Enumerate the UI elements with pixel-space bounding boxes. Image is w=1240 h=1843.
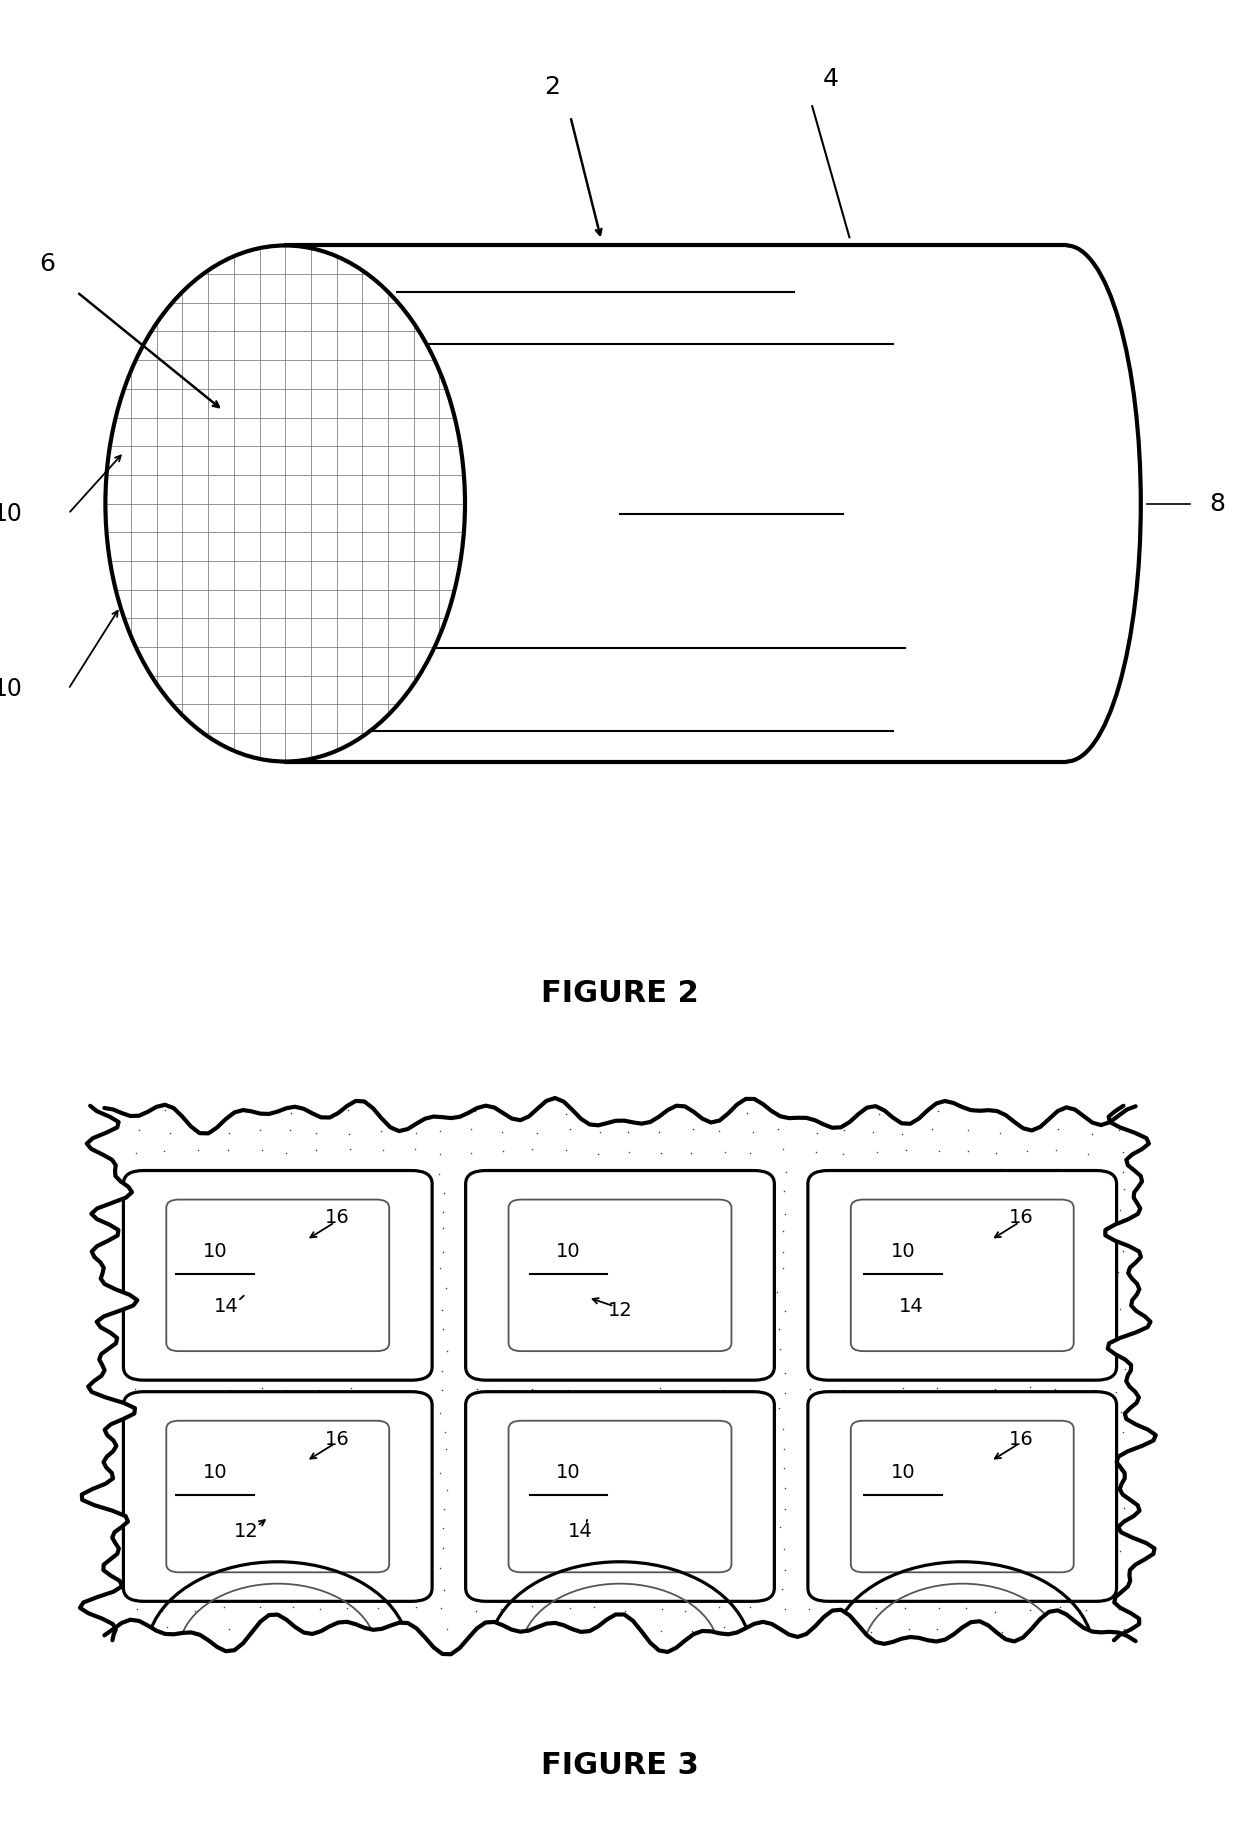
Text: FIGURE 2: FIGURE 2 [541,979,699,1008]
FancyBboxPatch shape [808,1391,1116,1602]
Text: 16: 16 [1009,1209,1034,1227]
Text: 10: 10 [202,1242,227,1261]
Text: 2: 2 [544,76,559,100]
Text: 14: 14 [899,1297,924,1316]
FancyBboxPatch shape [537,1218,703,1332]
Text: 10: 10 [890,1242,915,1261]
FancyBboxPatch shape [851,1421,1074,1572]
Text: 8: 8 [1209,492,1225,516]
Text: 10: 10 [890,1463,915,1482]
FancyBboxPatch shape [166,1421,389,1572]
Ellipse shape [105,245,465,761]
Text: 16: 16 [1009,1430,1034,1449]
Text: 10: 10 [0,676,22,702]
FancyBboxPatch shape [195,1218,361,1332]
Text: 16: 16 [325,1209,350,1227]
Text: 16: 16 [325,1430,350,1449]
FancyBboxPatch shape [508,1421,732,1572]
FancyBboxPatch shape [851,1200,1074,1351]
Text: 4: 4 [823,66,838,90]
FancyBboxPatch shape [466,1170,774,1380]
Text: 12: 12 [233,1522,258,1541]
FancyBboxPatch shape [879,1439,1045,1554]
Text: 12: 12 [608,1301,632,1320]
Text: 6: 6 [40,252,55,276]
FancyBboxPatch shape [537,1439,703,1554]
FancyBboxPatch shape [124,1170,432,1380]
FancyBboxPatch shape [879,1218,1045,1332]
FancyBboxPatch shape [166,1200,389,1351]
Text: 10: 10 [557,1242,582,1261]
FancyBboxPatch shape [508,1200,732,1351]
Text: 14: 14 [568,1522,593,1541]
FancyBboxPatch shape [124,1391,432,1602]
FancyBboxPatch shape [466,1391,774,1602]
Text: 10: 10 [0,501,22,525]
Text: FIGURE 3: FIGURE 3 [541,1751,699,1780]
Text: 10: 10 [202,1463,227,1482]
Text: 10: 10 [557,1463,582,1482]
FancyBboxPatch shape [808,1170,1116,1380]
Text: 14: 14 [215,1297,239,1316]
FancyBboxPatch shape [195,1439,361,1554]
